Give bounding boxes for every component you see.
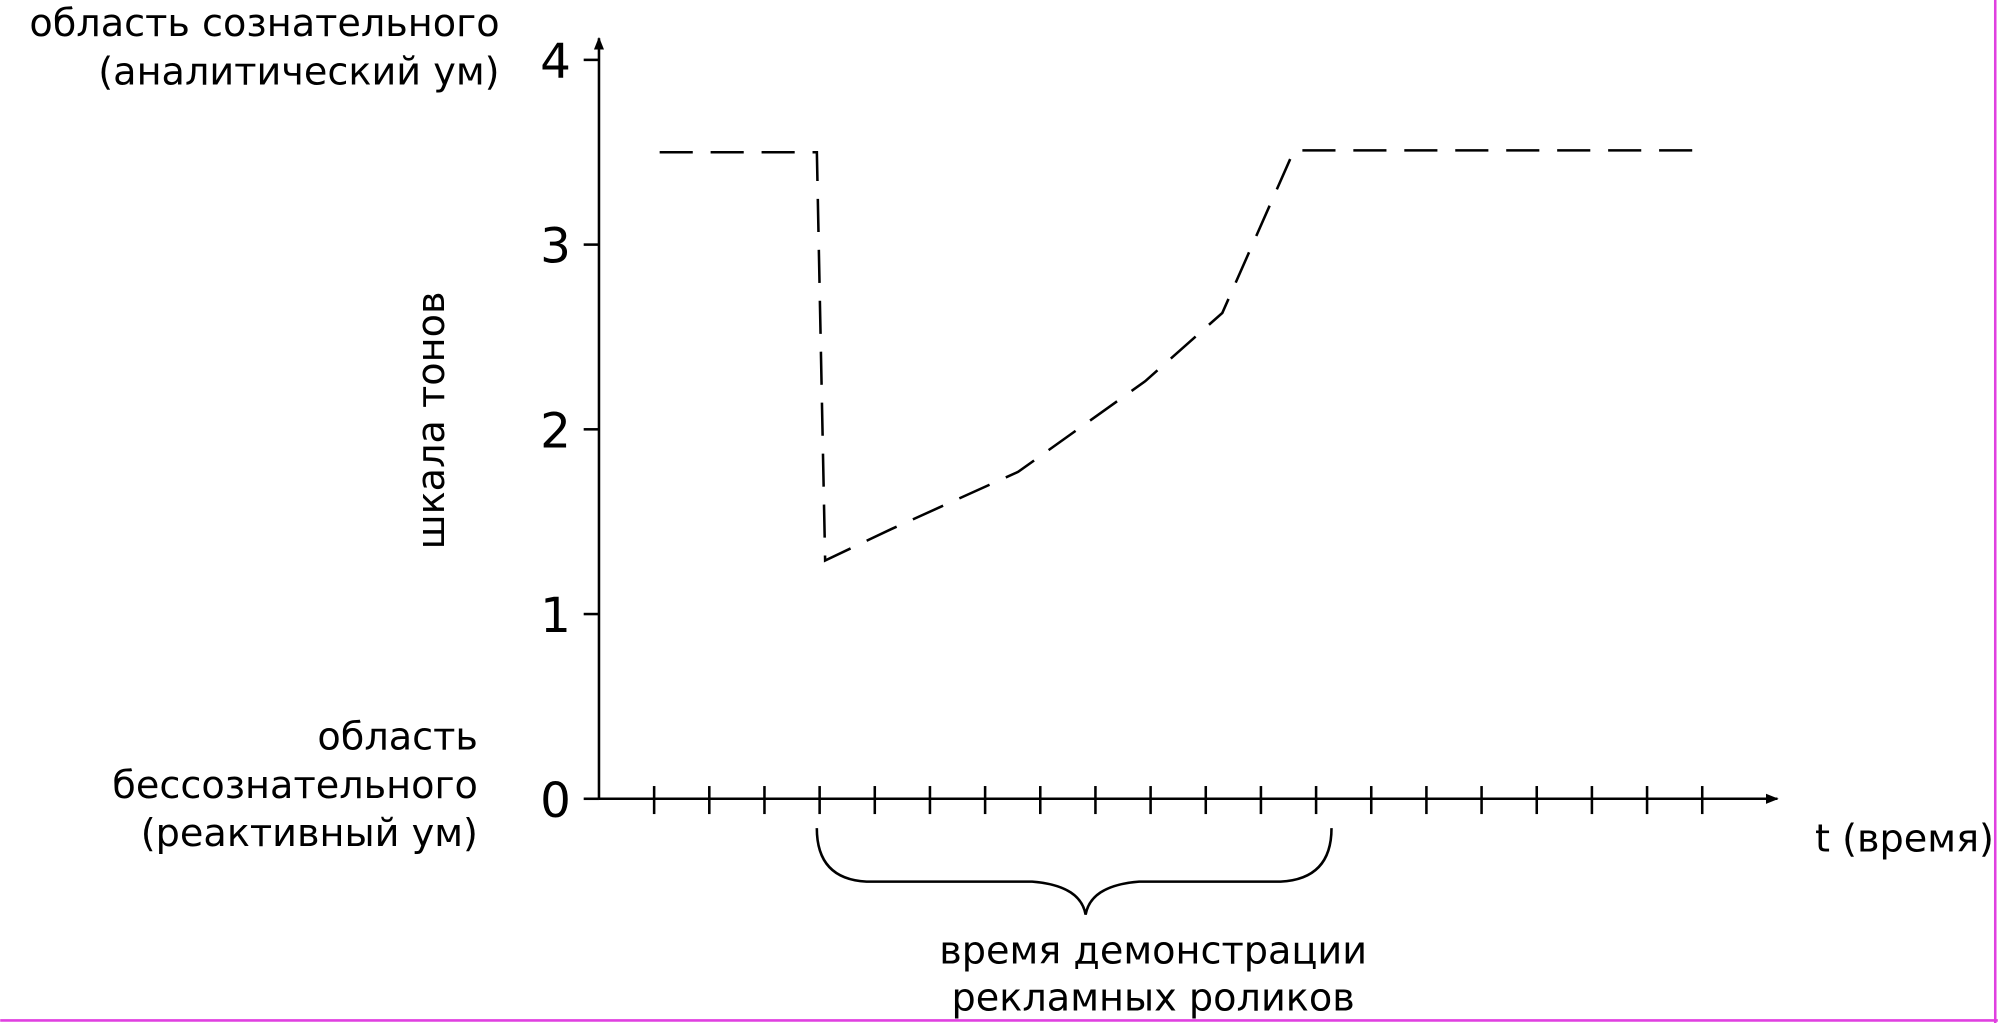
brace-label: рекламных роликов [952,977,1355,1021]
y-tick-label: 4 [540,34,571,90]
zone-label: бессознательного [112,764,478,808]
line-series [659,149,1708,563]
brace [815,828,1333,915]
y-axis-label: шкала тонов [410,291,454,549]
y-tick-label: 1 [540,588,571,644]
zone-label: (реактивный ум) [141,812,478,856]
x-axis-label: t (время) [1815,817,1994,861]
y-tick-label: 3 [540,219,571,275]
zone-label: область [317,715,478,759]
y-tick-label: 0 [540,773,571,829]
brace-label: время демонстрации [939,929,1367,973]
zone-label: область сознательного [29,2,499,46]
y-tick-label: 2 [540,403,571,459]
zone-label: (аналитический ум) [98,50,499,94]
